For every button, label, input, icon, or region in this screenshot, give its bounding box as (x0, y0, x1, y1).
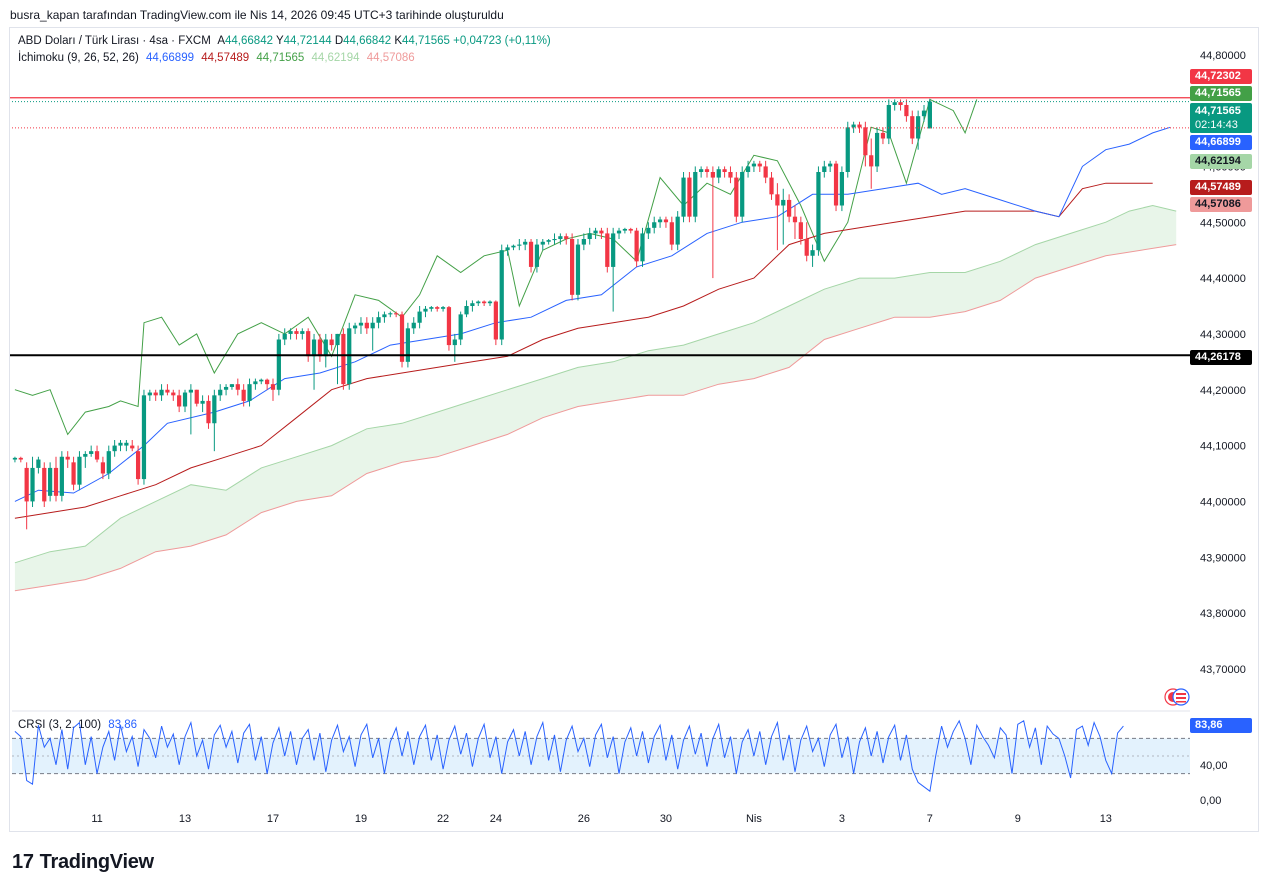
ichimoku-legend: İchimoku (9, 26, 52, 26) 44,66899 44,574… (18, 52, 419, 64)
symbol-label[interactable]: ABD Doları / Türk Lirası · 4sa · FXCM (18, 35, 211, 47)
crsi-legend: CRSI (3, 2, 100) 83,86 (18, 719, 141, 731)
kijun-tag: 44,57489 (1190, 180, 1252, 195)
spanA-tag: 44,62194 (1190, 154, 1252, 169)
open-label: A44,66842 (217, 35, 273, 47)
tradingview-mark-icon: 17 (12, 851, 34, 873)
tenkan-value: 44,66899 (146, 52, 194, 64)
last-price-value: 44,71565 (1195, 105, 1241, 117)
tenkan-tag: 44,66899 (1190, 135, 1252, 150)
spanB-value: 44,57086 (366, 52, 415, 64)
crsi-tag: 83,86 (1190, 718, 1252, 733)
close-label: K44,71565 (394, 35, 450, 47)
spanA-value: 44,62194 (311, 52, 360, 64)
crsi-name[interactable]: CRSI (3, 2, 100) (18, 719, 102, 731)
last-price-tag: 44,71565 02:14:43 (1190, 103, 1252, 133)
high-line-tag: 44,72302 (1190, 69, 1252, 84)
tradingview-logo-text: TradingView (39, 851, 154, 873)
chikou-tag: 44,71565 (1190, 86, 1252, 101)
chikou-value: 44,71565 (256, 52, 305, 64)
ichimoku-name[interactable]: İchimoku (9, 26, 52, 26) (18, 52, 139, 64)
level-tag: 44,26178 (1190, 350, 1252, 365)
crsi-value: 83,86 (108, 719, 138, 731)
tradingview-logo[interactable]: 17 TradingView (12, 851, 154, 874)
chart-frame (9, 27, 1259, 832)
change-label: +0,04723 (+0,11%) (453, 35, 551, 47)
kijun-value: 44,57489 (201, 52, 250, 64)
spanB-tag: 44,57086 (1190, 197, 1252, 212)
countdown-value: 02:14:43 (1195, 119, 1238, 131)
attribution-text: busra_kapan tarafından TradingView.com i… (10, 8, 504, 22)
high-label: Y44,72144 (275, 35, 332, 47)
flag-icon[interactable] (1164, 688, 1190, 706)
main-legend: ABD Doları / Türk Lirası · 4sa · FXCM A4… (18, 35, 555, 47)
low-label: D44,66842 (334, 35, 392, 47)
